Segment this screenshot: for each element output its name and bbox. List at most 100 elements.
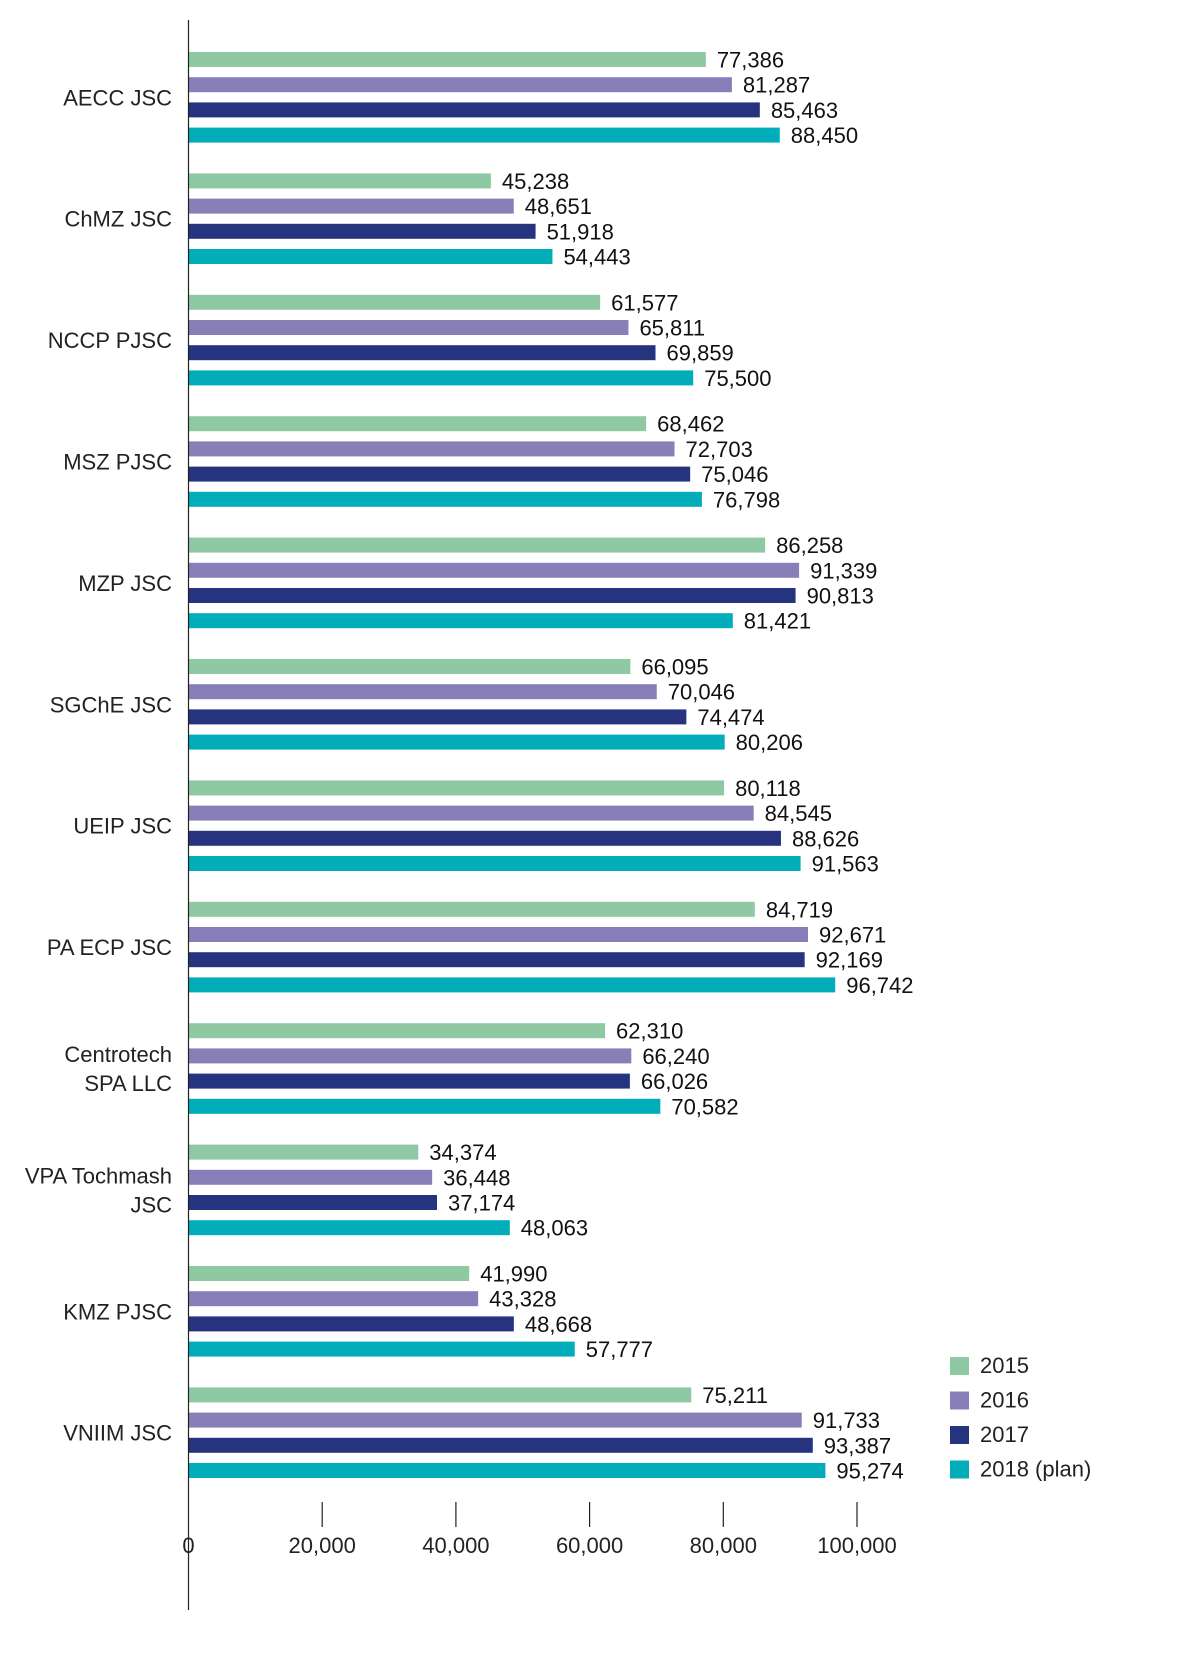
legend: 2015 2016 2017 2018 (plan) [950,1353,1091,1482]
bar-2015-6 [189,780,725,796]
bar-2018plan-3 [189,491,702,507]
bar-2015-4 [189,537,766,553]
legend-swatch [950,1391,969,1410]
bar-2015-11 [189,1387,692,1403]
bar-2015-3 [189,416,647,432]
bar-2015-8 [189,1023,606,1039]
bar-2016-1 [189,198,514,214]
value-label: 81,421 [744,609,811,634]
x-tick-label: 60,000 [556,1533,623,1558]
value-label: 75,211 [702,1383,768,1408]
value-label: 85,463 [771,98,838,123]
value-label: 68,462 [657,412,724,437]
value-label: 88,450 [791,123,858,148]
bar-2015-7 [189,901,755,917]
value-label: 95,274 [836,1459,903,1484]
category-label: AECC JSC [63,85,172,110]
bar-2017-7 [189,952,805,968]
bar-2018plan-7 [189,977,836,993]
value-label: 80,206 [736,730,803,755]
category-label: MZP JSC [78,571,172,596]
value-label: 88,626 [792,826,859,851]
value-label: 34,374 [429,1140,496,1165]
category-label: NCCP PJSC [48,328,172,353]
value-label: 48,063 [521,1216,588,1241]
value-label: 37,174 [448,1191,515,1216]
bar-2018plan-8 [189,1098,661,1114]
category-label: VNIIM JSC [63,1421,172,1446]
category-label: SGChE JSC [50,692,172,717]
category-label: PA ECP JSC [47,935,172,960]
value-label: 65,811 [639,316,705,341]
bar-2017-2 [189,345,656,361]
bar-2017-1 [189,223,536,239]
bar-2016-10 [189,1291,479,1307]
value-label: 91,563 [812,852,879,877]
bar-2015-10 [189,1266,470,1281]
value-label: 75,500 [704,366,771,391]
bar-2015-2 [189,294,601,310]
value-label: 43,328 [489,1287,556,1312]
bar-2015-0 [189,52,706,67]
legend-label: 2017 [980,1422,1029,1447]
value-label: 96,742 [846,973,913,998]
x-tick-label: 80,000 [690,1533,757,1558]
category-label: JSC [130,1192,172,1217]
category-label: Centrotech [64,1042,172,1067]
value-label: 51,918 [547,219,614,244]
bar-2017-9 [189,1195,438,1210]
value-label: 69,859 [667,341,734,366]
category-label: SPA LLC [84,1071,172,1096]
value-label: 48,668 [525,1312,592,1337]
category-label: VPA Tochmash [25,1163,172,1188]
x-tick-label: 20,000 [289,1533,356,1558]
x-tick-label: 40,000 [422,1533,489,1558]
bar-2017-0 [189,102,760,118]
bar-2017-11 [189,1437,813,1453]
bar-2018plan-2 [189,370,694,386]
value-label: 92,169 [816,948,883,973]
value-label: 91,339 [810,558,877,583]
bars-layer [189,52,836,1478]
value-label: 72,703 [686,437,753,462]
category-label: MSZ PJSC [63,450,172,475]
bar-2017-5 [189,709,687,725]
value-label: 92,671 [819,923,886,948]
bar-2018plan-4 [189,613,733,629]
bar-2016-0 [189,77,732,93]
bar-2018plan-1 [189,249,553,264]
value-label: 62,310 [616,1019,683,1044]
value-label: 54,443 [563,245,630,270]
value-label: 41,990 [480,1262,547,1287]
category-label: KMZ PJSC [63,1299,172,1324]
value-label: 57,777 [586,1337,653,1362]
value-label: 61,577 [611,290,678,315]
value-label: 76,798 [713,487,780,512]
bar-2018plan-11 [189,1463,826,1478]
value-label: 74,474 [697,705,764,730]
bar-2016-7 [189,927,809,942]
value-label: 66,240 [642,1044,709,1069]
bar-2017-4 [189,588,796,603]
legend-label: 2015 [980,1353,1029,1378]
value-label: 70,046 [668,680,735,705]
value-label: 84,545 [765,801,832,826]
legend-swatch [950,1426,969,1444]
bar-2017-8 [189,1073,630,1089]
value-label: 45,238 [502,169,569,194]
bar-2017-10 [189,1316,514,1332]
legend-label: 2018 (plan) [980,1457,1091,1482]
value-label: 66,026 [641,1069,708,1094]
value-label: 75,046 [701,462,768,487]
value-label: 66,095 [641,655,708,680]
bar-2016-3 [189,441,675,457]
value-label: 81,287 [743,73,810,98]
bar-2018plan-9 [189,1220,510,1236]
category-label: ChMZ JSC [64,207,172,232]
bar-2017-6 [189,830,781,846]
value-label: 80,118 [735,776,801,801]
x-tick-label: 100,000 [817,1533,897,1558]
value-label: 77,386 [717,48,784,73]
value-label: 70,582 [671,1094,738,1119]
